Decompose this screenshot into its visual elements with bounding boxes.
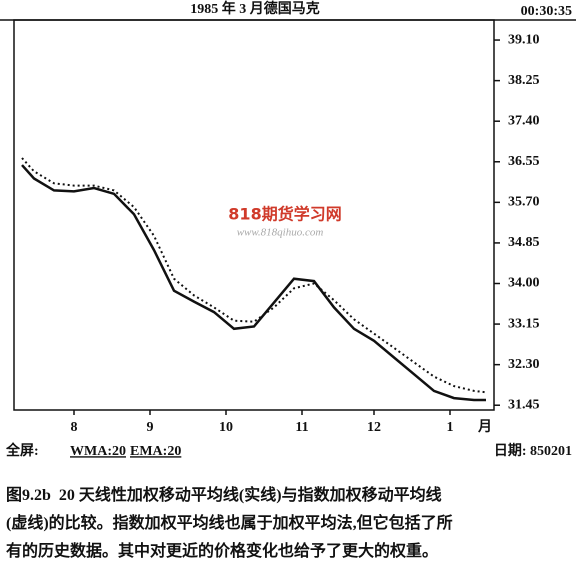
x-tick-label: 1 xyxy=(447,420,454,435)
plot-frame xyxy=(13,19,495,411)
x-tick-label: 11 xyxy=(295,420,308,435)
legend-entry: WMA:20 xyxy=(70,444,126,459)
chart-title: 1985 年 3 月德国马克 xyxy=(190,0,320,17)
y-tick-label: 39.10 xyxy=(508,32,540,47)
series-line xyxy=(21,157,487,394)
y-tick-label: 36.55 xyxy=(508,154,540,169)
caption-label: 图9.2b xyxy=(6,487,51,504)
footer-label: 全屏: xyxy=(5,442,39,459)
y-tick-label: 37.40 xyxy=(508,113,540,128)
series-line xyxy=(21,164,486,402)
caption-line: 有的历史数据。其中对更近的价格变化也给予了更大的权重。 xyxy=(6,543,439,560)
date-label: 日期: 850201 xyxy=(494,443,572,459)
chart: 1985 年 3 月德国马克 00:30:35 月 818期货学习网 www.8… xyxy=(0,0,576,459)
y-tick-label: 38.25 xyxy=(508,73,540,88)
y-tick-label: 35.70 xyxy=(508,195,540,210)
x-tick-label: 9 xyxy=(147,420,154,435)
x-tick-label: 12 xyxy=(367,420,381,435)
y-tick-label: 31.45 xyxy=(508,397,540,412)
x-tick-label: 8 xyxy=(71,420,78,435)
caption-line: 图9.2b 20 天线性加权移动平均线(实线)与指数加权移动平均线 xyxy=(6,482,572,510)
caption-line: (虚线)的比较。指数加权平均线也属于加权平均法,但它包括了所 xyxy=(6,515,453,532)
watermark-url: www.818qihuo.com xyxy=(237,227,324,239)
watermark: 818期货学习网 xyxy=(228,205,341,224)
x-axis-unit: 月 xyxy=(477,419,492,435)
y-tick-label: 32.30 xyxy=(508,357,540,372)
caption-text: 20 天线性加权移动平均线(实线)与指数加权移动平均线 xyxy=(58,487,442,504)
timestamp: 00:30:35 xyxy=(521,4,572,19)
x-tick-label: 10 xyxy=(219,420,233,435)
y-tick-label: 34.85 xyxy=(508,235,540,250)
legend-entry: EMA:20 xyxy=(130,444,181,459)
caption: 图9.2b 20 天线性加权移动平均线(实线)与指数加权移动平均线 (虚线)的比… xyxy=(6,482,572,566)
y-tick-label: 33.15 xyxy=(508,316,540,331)
y-tick-label: 34.00 xyxy=(508,276,540,291)
